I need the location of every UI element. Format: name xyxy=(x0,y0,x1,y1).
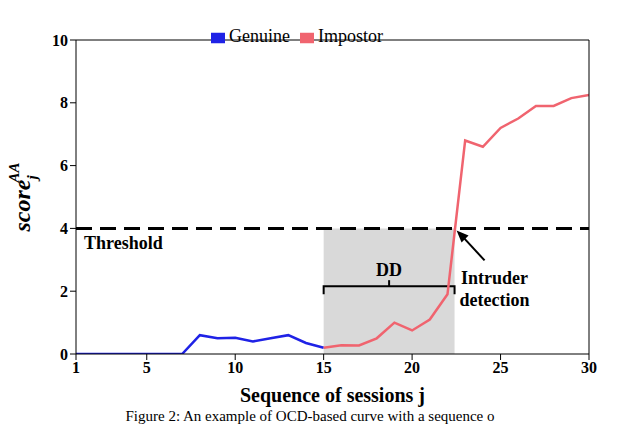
svg-text:Sequence of sessions j: Sequence of sessions j xyxy=(240,384,425,407)
svg-text:30: 30 xyxy=(581,359,597,376)
svg-text:8: 8 xyxy=(60,94,68,111)
svg-text:1: 1 xyxy=(72,359,80,376)
svg-text:25: 25 xyxy=(493,359,509,376)
svg-text:4: 4 xyxy=(60,220,68,237)
svg-text:Threshold: Threshold xyxy=(84,233,163,253)
svg-text:DD: DD xyxy=(376,260,402,280)
html-text:Impostor: Impostor xyxy=(318,26,383,46)
svg-text:2: 2 xyxy=(60,283,68,300)
svg-text:5: 5 xyxy=(143,359,151,376)
svg-text:0: 0 xyxy=(60,346,68,363)
svg-text:scorejAA: scorejAA xyxy=(8,162,40,232)
html-text:Genuine: Genuine xyxy=(229,26,290,46)
svg-text:15: 15 xyxy=(316,359,332,376)
svg-text:6: 6 xyxy=(60,157,68,174)
svg-text:10: 10 xyxy=(52,32,68,49)
svg-text:20: 20 xyxy=(404,359,420,376)
svg-text:Intruderdetection: Intruderdetection xyxy=(460,268,530,310)
html-text:Figure 2: An example of OCD-ba: Figure 2: An example of OCD-based curve … xyxy=(125,408,495,424)
svg-text:10: 10 xyxy=(227,359,243,376)
